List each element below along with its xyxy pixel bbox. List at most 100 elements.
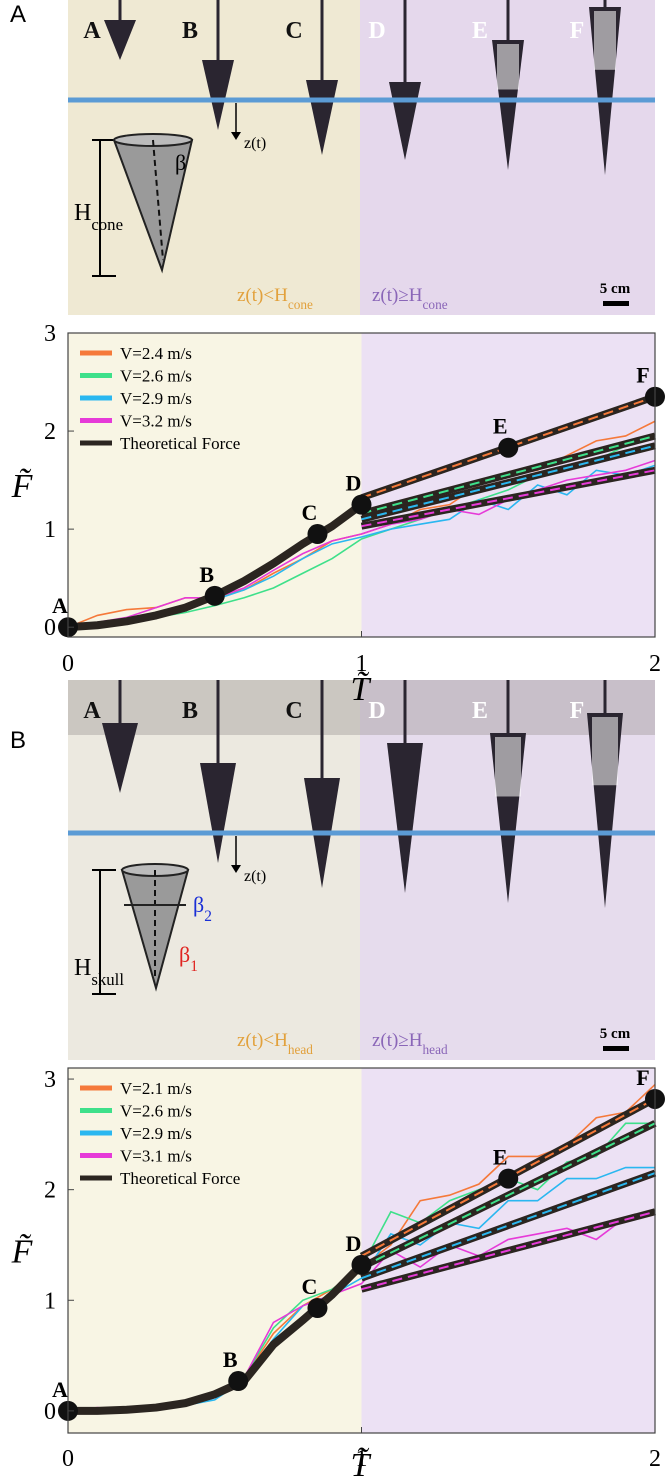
point <box>498 1168 519 1189</box>
fit-dash <box>361 435 656 515</box>
frame-label: C <box>285 698 302 724</box>
point-label: A <box>52 593 68 618</box>
frame-label: A <box>83 698 101 724</box>
object <box>387 743 423 893</box>
x-tick-label: 0 <box>62 1446 74 1472</box>
height-label: Hskull <box>74 955 124 989</box>
fit-dash <box>361 395 656 499</box>
y-tick-label: 0 <box>44 1399 56 1425</box>
point-label: E <box>493 414 508 439</box>
point-label: D <box>346 471 362 496</box>
legend-label: V=2.9 m/s <box>120 1124 192 1143</box>
region <box>68 1068 362 1433</box>
angle-label-main: β <box>193 892 204 917</box>
cavity <box>495 737 521 797</box>
height-label-main: H <box>74 200 91 226</box>
legend-label: V=3.2 m/s <box>120 412 192 431</box>
x-tick-label: 1 <box>356 651 368 677</box>
fit-dash <box>361 469 656 528</box>
point <box>351 494 372 515</box>
angle-label: β <box>175 150 186 175</box>
y-tick-label: 3 <box>44 1067 56 1093</box>
depth-label: z(t) <box>244 135 266 152</box>
scale-label: 5 cm <box>600 1026 631 1042</box>
legend-label: Theoretical Force <box>120 1169 240 1188</box>
condition-label-sub: cone <box>288 297 313 312</box>
point-label: A <box>52 1377 68 1402</box>
point <box>307 1298 328 1319</box>
point-label: B <box>199 562 214 587</box>
legend-label: V=2.6 m/s <box>120 1102 192 1121</box>
angle-label-main: β <box>179 942 190 967</box>
scale-bar <box>603 1046 629 1051</box>
frame-label: F <box>570 18 585 44</box>
height-label: Hcone <box>74 200 123 234</box>
object <box>202 60 234 130</box>
frame-label: F <box>570 698 585 724</box>
height-label-sub: skull <box>91 970 124 989</box>
x-tick-label: 2 <box>649 1446 661 1472</box>
scale-bar <box>603 301 629 306</box>
condition-label-main: z(t)≥H <box>372 1030 423 1051</box>
condition-label-main: z(t)≥H <box>372 285 423 306</box>
frame-label: B <box>182 698 198 724</box>
object <box>200 763 236 863</box>
point-label: E <box>493 1145 508 1170</box>
cavity <box>592 717 618 786</box>
y-axis-label: F̃ <box>11 468 34 505</box>
point <box>307 524 328 545</box>
frame-label: A <box>83 18 101 44</box>
condition-label-sub: head <box>423 1042 448 1057</box>
condition-label: z(t)<Hcone <box>237 285 313 312</box>
condition-label-sub: cone <box>423 297 448 312</box>
point-label: D <box>346 1231 362 1256</box>
condition-label: z(t)<Hhead <box>237 1030 313 1057</box>
condition-label-sub: head <box>288 1042 313 1057</box>
angle-label: β2 <box>193 892 212 925</box>
condition-label: z(t)≥Hhead <box>372 1030 448 1057</box>
legend-label: V=2.4 m/s <box>120 344 192 363</box>
photo-top-shadow <box>68 680 655 735</box>
arrow-head <box>231 132 241 140</box>
arrow-head <box>231 865 241 873</box>
legend-label: Theoretical Force <box>120 434 240 453</box>
cavity <box>594 11 616 70</box>
cavity <box>497 44 519 90</box>
depth-label: z(t) <box>244 868 266 885</box>
point <box>228 1371 249 1392</box>
point <box>351 1254 372 1275</box>
x-tick-label: 1 <box>356 1446 368 1472</box>
x-tick-label: 2 <box>649 651 661 677</box>
y-tick-label: 1 <box>44 517 56 543</box>
legend-label: V=2.6 m/s <box>120 367 192 386</box>
x-axis-label: T̃ <box>351 670 372 708</box>
panel-label: B <box>10 727 26 754</box>
condition-label-main: z(t)<H <box>237 1030 288 1051</box>
frame-label: B <box>182 18 198 44</box>
y-tick-label: 3 <box>44 321 56 347</box>
condition-label-main: z(t)<H <box>237 285 288 306</box>
scale-label: 5 cm <box>600 281 631 297</box>
legend-label: V=2.9 m/s <box>120 389 192 408</box>
height-label-sub: cone <box>91 215 123 234</box>
point-label: B <box>223 1347 238 1372</box>
point-label: C <box>302 500 318 525</box>
y-axis-label: F̃ <box>11 1233 34 1270</box>
panel-label: A <box>10 1 26 28</box>
fit-dash <box>361 444 656 521</box>
y-tick-label: 2 <box>44 1178 56 1204</box>
angle-label-sub: 1 <box>190 958 198 975</box>
legend-label: V=2.1 m/s <box>120 1079 192 1098</box>
photo-left <box>68 0 360 315</box>
object <box>102 723 138 793</box>
height-label-main: H <box>74 955 91 981</box>
frame-label: E <box>472 18 488 44</box>
legend-label: V=3.1 m/s <box>120 1147 192 1166</box>
point-label: C <box>302 1274 318 1299</box>
frame-label: E <box>472 698 488 724</box>
object <box>104 20 136 60</box>
frame-label: D <box>368 18 385 44</box>
point <box>498 437 519 458</box>
angle-label: β1 <box>179 942 198 975</box>
